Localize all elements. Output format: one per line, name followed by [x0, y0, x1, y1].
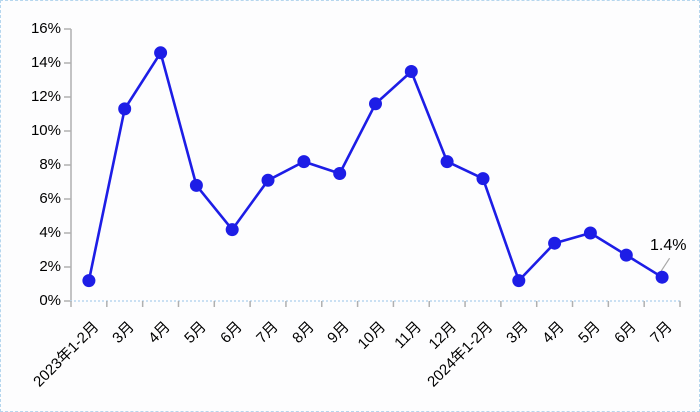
y-tick-label: 12%	[30, 88, 61, 105]
y-tick-label: 16%	[30, 20, 61, 37]
series-line	[87, 51, 663, 282]
data-point	[404, 65, 418, 78]
data-point	[261, 173, 275, 187]
data-point	[440, 155, 454, 169]
y-tick-label: 8%	[39, 156, 61, 173]
data-point	[189, 178, 203, 192]
annotation-leader-line	[660, 257, 671, 272]
data-point	[369, 97, 382, 111]
y-tick-label: 6%	[39, 190, 61, 207]
data-point	[512, 274, 526, 288]
data-point	[225, 223, 239, 237]
y-tick-label: 2%	[39, 258, 61, 275]
data-point	[297, 155, 311, 169]
data-point	[583, 226, 597, 240]
last-point-annotation: 1.4%	[650, 237, 687, 254]
data-point	[82, 274, 96, 288]
data-point	[655, 270, 669, 284]
data-point	[476, 172, 490, 186]
data-point	[154, 46, 168, 60]
data-point	[619, 248, 633, 262]
y-tick-label: 10%	[30, 122, 61, 139]
data-point	[333, 167, 347, 180]
data-point	[548, 236, 562, 250]
data-point	[118, 102, 132, 116]
y-tick-label: 14%	[30, 54, 61, 71]
y-tick-label: 0%	[39, 292, 61, 309]
y-tick-label: 4%	[39, 224, 61, 241]
